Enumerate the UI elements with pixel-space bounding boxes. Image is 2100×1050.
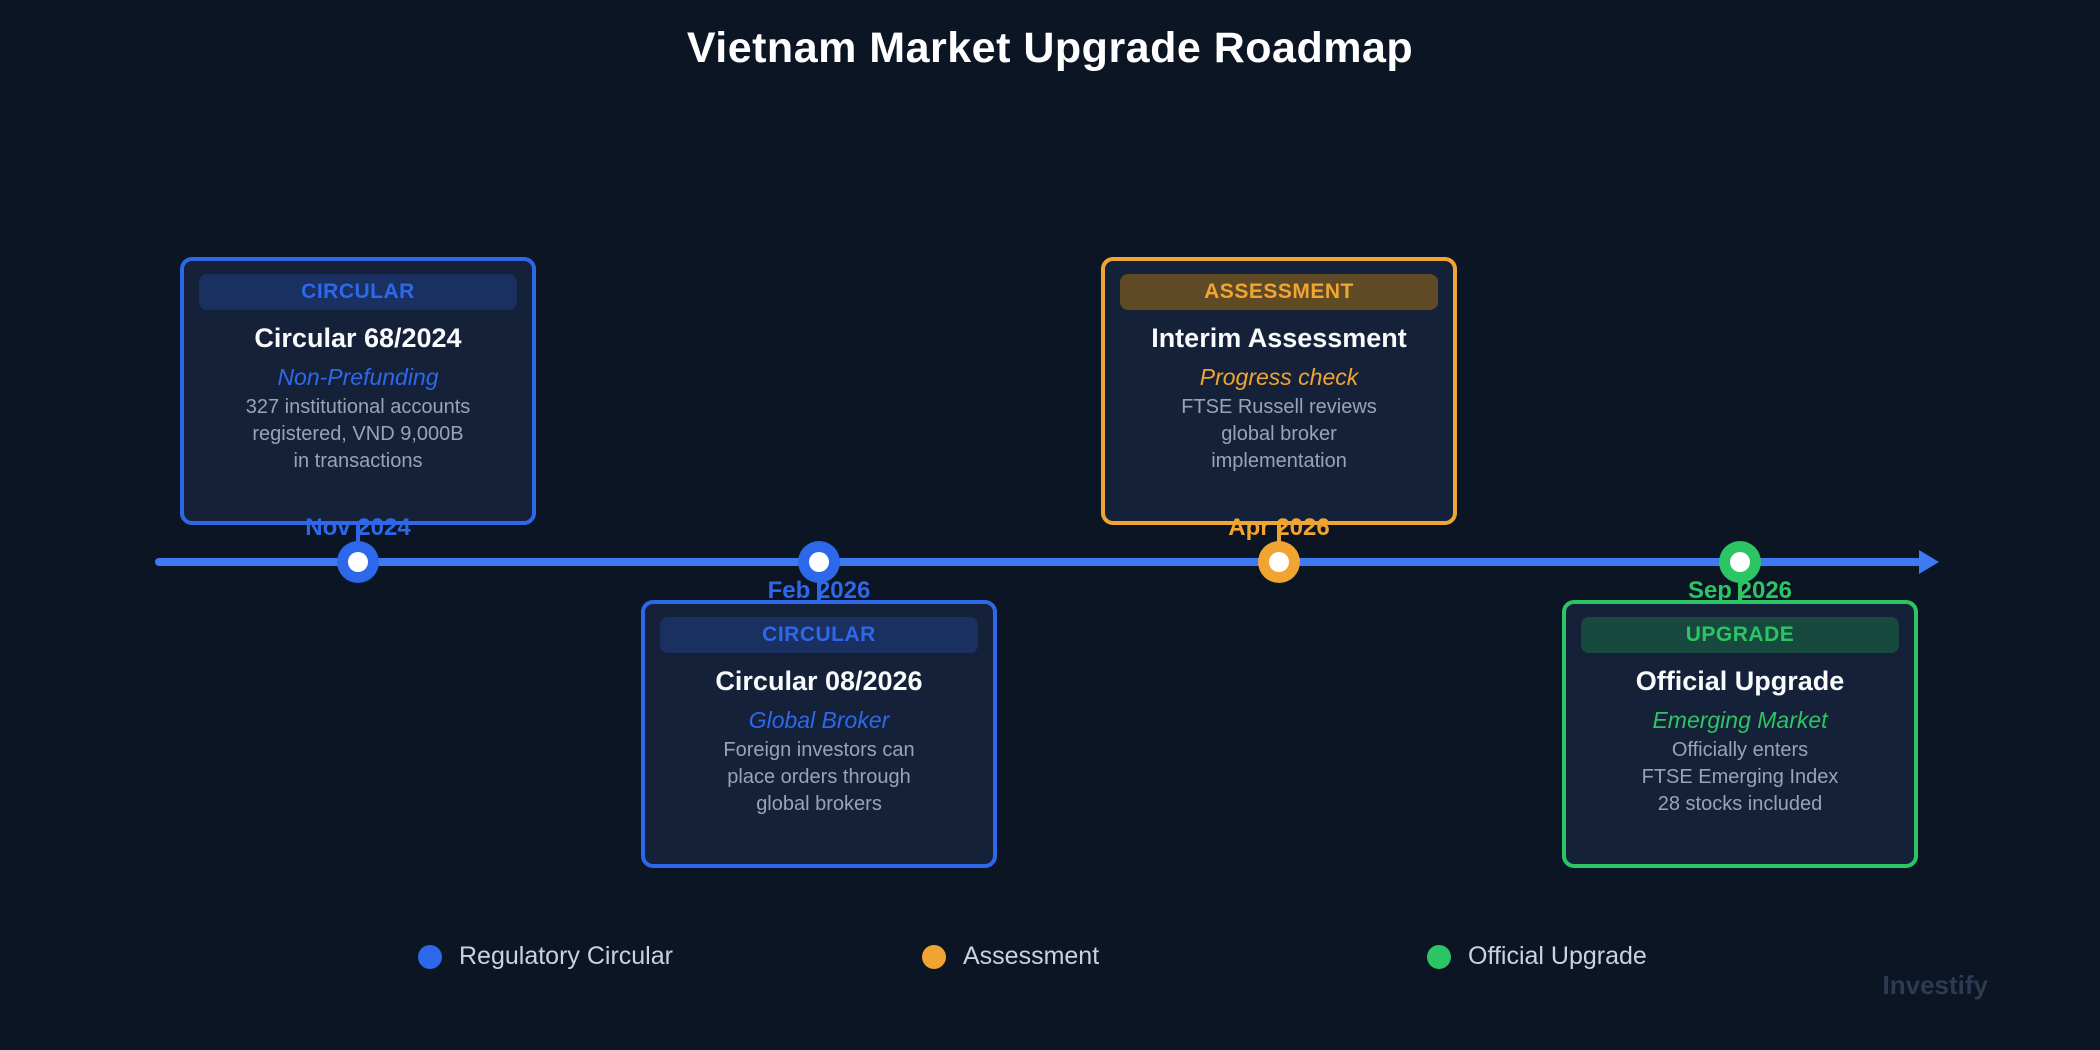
timeline-arrow-icon <box>1919 550 1939 574</box>
milestone-subtitle: Emerging Market <box>1652 707 1828 733</box>
legend-label: Official Upgrade <box>1468 942 1647 970</box>
timeline-node <box>798 541 840 583</box>
milestone-badge: CIRCULAR <box>660 617 978 653</box>
timeline-node <box>1258 541 1300 583</box>
milestone-title: Official Upgrade <box>1635 666 1845 696</box>
page-title: Vietnam Market Upgrade Roadmap <box>686 24 1414 72</box>
timeline-line <box>155 558 1922 566</box>
milestone-card: UPGRADE Official Upgrade Emerging Market… <box>1562 600 1918 868</box>
milestone-title: Circular 68/2024 <box>254 323 462 353</box>
node-connector <box>817 562 821 604</box>
milestone-subtitle: Global Broker <box>748 707 890 733</box>
milestone-card: CIRCULAR Circular 68/2024 Non-Prefunding… <box>180 257 536 525</box>
legend-dot-assessment <box>922 944 946 969</box>
node-dot <box>809 552 829 572</box>
milestone-subtitle: Non-Prefunding <box>277 364 439 390</box>
legend-dot-upgrade <box>1427 944 1451 969</box>
node-connector <box>1738 562 1742 604</box>
node-dot <box>348 552 368 572</box>
milestone-badge: ASSESSMENT <box>1120 274 1438 310</box>
milestone-card: CIRCULAR Circular 08/2026 Global Broker … <box>641 600 997 868</box>
milestone-title: Interim Assessment <box>1151 323 1407 353</box>
milestone-description: 327 institutional accounts registered, V… <box>245 396 471 472</box>
legend-label: Assessment <box>963 942 1100 970</box>
milestone-description: Officially enters FTSE Emerging Index 28… <box>1641 739 1839 815</box>
timeline-node <box>1719 541 1761 583</box>
legend-item: Regulatory Circular <box>418 942 673 971</box>
node-dot <box>1269 552 1289 572</box>
legend-dot-circular <box>418 944 442 969</box>
milestone-card: ASSESSMENT Interim Assessment Progress c… <box>1101 257 1457 525</box>
milestone-badge: UPGRADE <box>1581 617 1899 653</box>
watermark: Investify <box>1882 970 1989 1000</box>
timeline-node <box>337 541 379 583</box>
milestone-title: Circular 08/2026 <box>715 666 923 696</box>
legend-label: Regulatory Circular <box>459 942 673 970</box>
node-dot <box>1730 552 1750 572</box>
milestone-description: Foreign investors can place orders throu… <box>723 739 915 815</box>
milestone-badge: CIRCULAR <box>199 274 517 310</box>
milestone-description: FTSE Russell reviews global broker imple… <box>1181 396 1377 472</box>
legend-item: Assessment <box>922 942 1099 971</box>
milestone-subtitle: Progress check <box>1199 364 1359 390</box>
legend-item: Official Upgrade <box>1427 942 1647 971</box>
